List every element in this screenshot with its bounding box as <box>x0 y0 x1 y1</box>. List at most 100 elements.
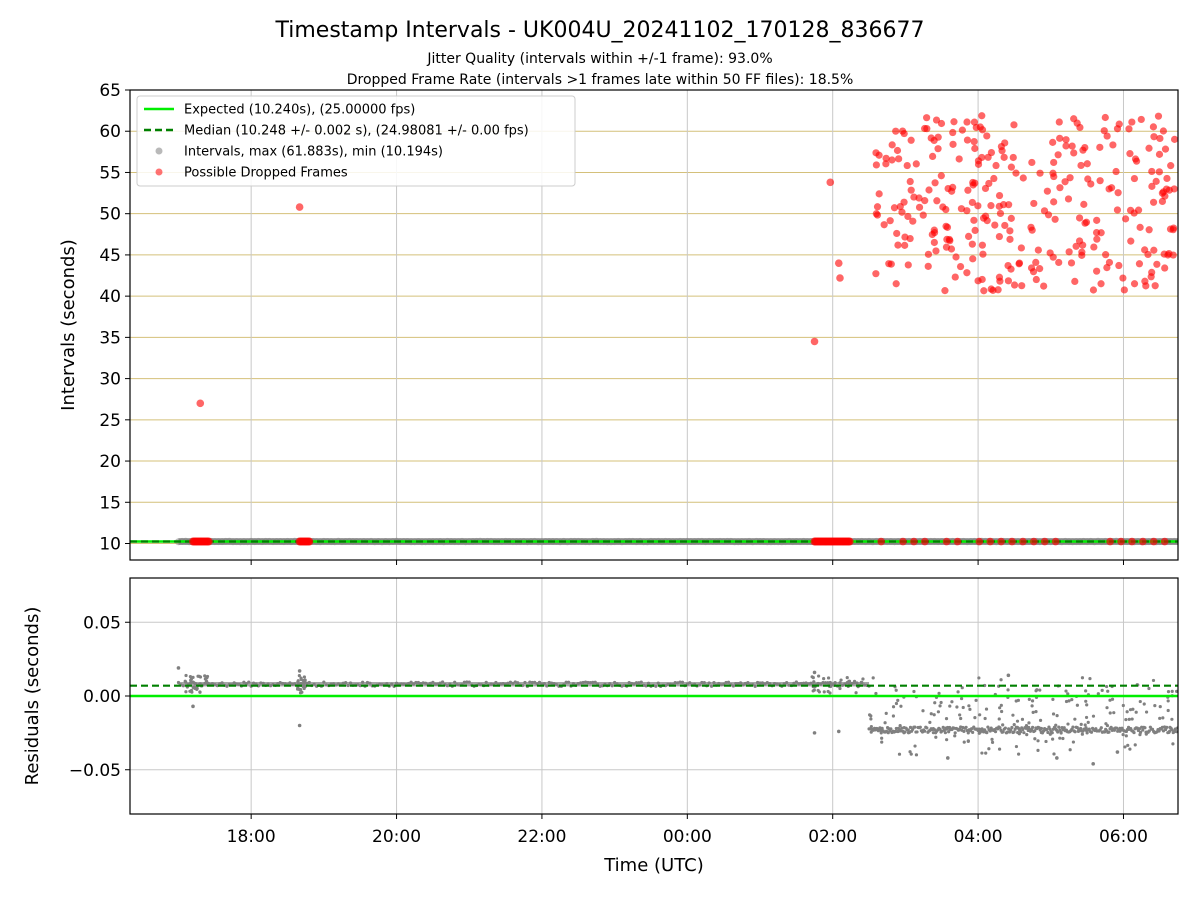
residual-point <box>794 680 798 684</box>
legend-dropped-swatch <box>155 168 163 176</box>
dropped-frame-point <box>1101 113 1109 122</box>
residual-point <box>259 681 263 685</box>
residual-point <box>204 679 209 684</box>
time-x-tick-label: 18:00 <box>227 827 276 847</box>
dropped-frame-point <box>1112 167 1120 176</box>
residual-point <box>533 680 537 684</box>
residual-point <box>455 683 459 687</box>
residual-point <box>912 689 916 694</box>
residual-point <box>797 682 801 686</box>
dropped-frame-point <box>997 537 1005 546</box>
legend-expected-label: Expected (10.240s), (25.00000 fps) <box>184 103 415 118</box>
residual-point <box>1038 718 1043 723</box>
residual-point <box>247 680 251 684</box>
residual-point <box>184 690 188 694</box>
dropped-frame-point <box>1032 258 1040 267</box>
residual-point <box>278 680 282 685</box>
residual-point <box>792 681 796 685</box>
residual-point <box>822 677 826 681</box>
dropped-frame-point <box>1137 115 1145 124</box>
residual-point <box>1044 739 1048 744</box>
residual-point <box>997 717 1001 721</box>
dropped-frame-point <box>970 216 978 224</box>
dropped-frame-point <box>1040 282 1048 290</box>
dropped-frame-point <box>1150 133 1158 141</box>
dropped-frame-point <box>949 128 957 137</box>
residual-point <box>804 681 808 685</box>
dropped-frame-point <box>1050 172 1058 181</box>
residual-point <box>341 681 345 685</box>
dropped-frame-point <box>882 160 890 168</box>
dropped-frame-point <box>1155 168 1163 176</box>
dropped-frame-point <box>907 136 915 144</box>
dropped-frame-point <box>1161 145 1170 153</box>
residual-point <box>1036 748 1040 753</box>
residual-point <box>760 681 765 685</box>
residual-point <box>1064 689 1068 693</box>
residual-point <box>936 710 941 714</box>
residual-point <box>598 684 602 688</box>
dropped-frame-point <box>980 287 988 295</box>
residual-point <box>385 682 389 686</box>
dropped-frame-point <box>845 537 854 546</box>
residual-point <box>741 683 745 687</box>
dropped-frame-point <box>949 140 957 148</box>
residual-point <box>1071 725 1075 729</box>
dropped-frame-point <box>1141 277 1149 285</box>
residual-point <box>753 684 757 688</box>
dropped-frame-point <box>1078 251 1086 259</box>
residual-point <box>409 680 413 684</box>
dropped-frame-point <box>1006 235 1014 243</box>
intervals-y-tick-label: 50 <box>99 205 121 225</box>
dropped-frame-point <box>912 160 920 168</box>
dropped-frame-point <box>971 144 979 153</box>
residual-point <box>1112 711 1116 715</box>
residual-point <box>998 726 1002 730</box>
dropped-frame-point <box>987 285 995 293</box>
residual-point <box>712 681 716 685</box>
residual-point <box>1144 710 1149 714</box>
dropped-frame-point <box>904 212 912 221</box>
dropped-frame-point <box>1103 132 1111 140</box>
residual-point <box>1045 727 1049 732</box>
residual-point <box>566 680 571 684</box>
dropped-frame-point <box>1106 537 1114 546</box>
dropped-frame-point <box>901 241 909 249</box>
residual-point <box>909 752 913 756</box>
residual-point <box>880 736 884 740</box>
residual-point <box>1105 706 1109 710</box>
residual-point <box>883 721 887 725</box>
dropped-frame-point <box>974 277 982 285</box>
residual-point <box>1161 716 1165 720</box>
dropped-frame-point <box>979 250 987 258</box>
dropped-frame-point <box>1145 144 1153 152</box>
residuals-band <box>178 681 870 687</box>
intervals-y-tick-label: 40 <box>99 287 121 307</box>
dropped-frame-point <box>1089 286 1098 294</box>
residual-point <box>545 684 549 688</box>
residual-point <box>879 731 883 735</box>
dropped-frame-point <box>964 186 972 194</box>
dropped-frame-point <box>963 207 971 215</box>
residual-point <box>673 681 677 685</box>
dropped-frame-point <box>204 537 213 546</box>
residual-point <box>268 684 273 688</box>
residual-point <box>1108 711 1112 715</box>
residual-point <box>188 689 192 693</box>
residual-point <box>288 681 292 685</box>
dropped-frame-point <box>1122 215 1130 223</box>
residual-point <box>933 701 937 705</box>
residual-point <box>358 684 362 688</box>
residual-point <box>195 687 199 691</box>
residual-point <box>979 728 983 732</box>
residual-point <box>276 682 280 686</box>
residual-point <box>1073 717 1077 721</box>
intervals-y-tick-label: 10 <box>99 535 121 555</box>
residual-point <box>380 683 384 687</box>
dropped-frame-point <box>1010 281 1019 289</box>
dropped-frame-point <box>1009 153 1017 162</box>
dropped-frame-point <box>937 172 945 180</box>
dropped-frame-point <box>836 274 844 282</box>
residual-point <box>1084 699 1088 703</box>
dropped-frame-point <box>1075 214 1084 222</box>
